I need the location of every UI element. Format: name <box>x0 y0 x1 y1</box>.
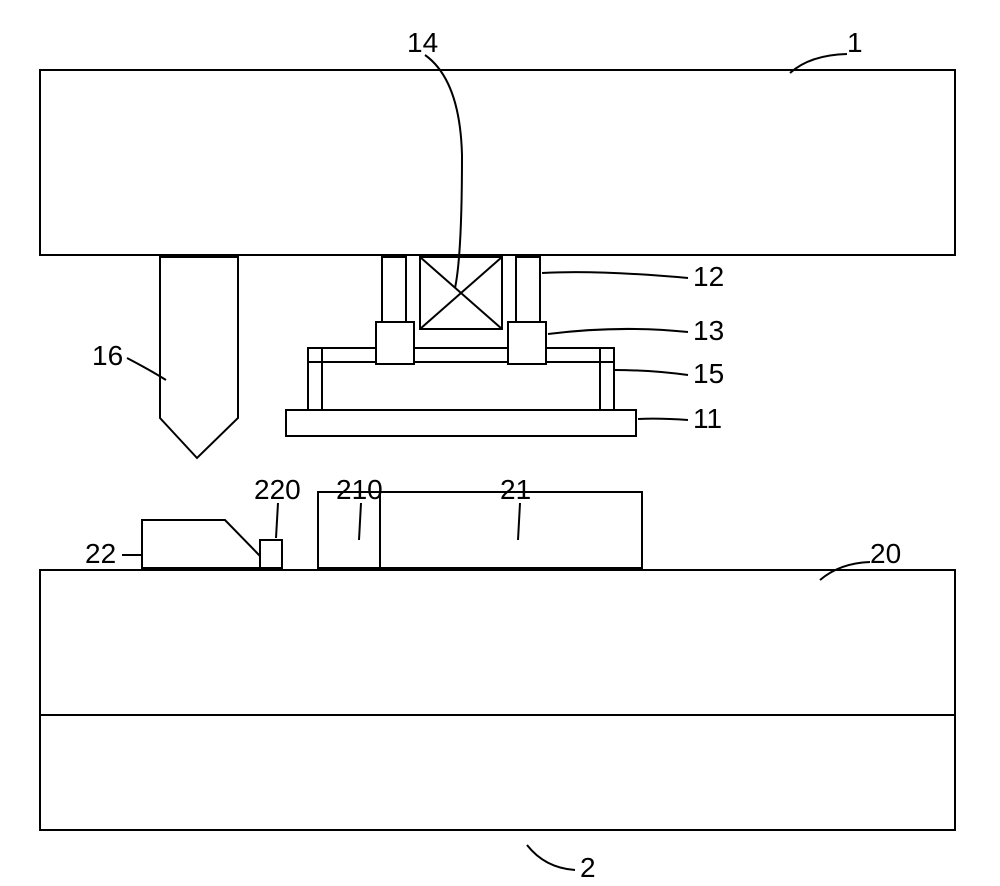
canvas-bg <box>0 0 1000 886</box>
label-l13: 13 <box>693 315 724 346</box>
label-l20: 20 <box>870 538 901 569</box>
label-l11: 11 <box>693 403 722 434</box>
label-l22: 22 <box>85 538 116 569</box>
label-l1: 1 <box>847 27 863 58</box>
label-l21: 21 <box>500 474 531 505</box>
label-l2: 2 <box>580 852 596 883</box>
label-l12: 12 <box>693 261 724 292</box>
label-l14: 14 <box>407 27 438 58</box>
label-l16: 16 <box>92 340 123 371</box>
label-l15: 15 <box>693 358 724 389</box>
label-l220: 220 <box>254 474 301 505</box>
label-l210: 210 <box>336 474 383 505</box>
